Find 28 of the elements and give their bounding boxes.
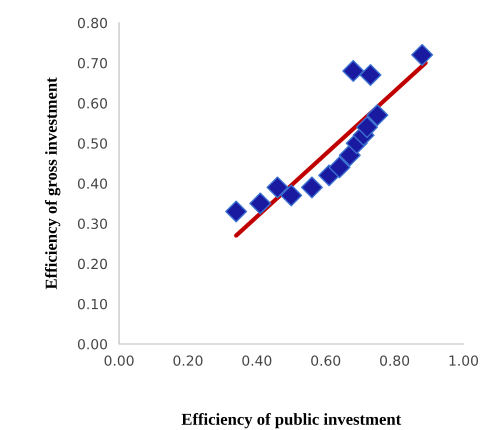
point xyxy=(300,176,323,198)
y-tick-label: 0.30 xyxy=(78,218,108,230)
point xyxy=(356,116,378,138)
y-tick-label: 0.50 xyxy=(78,138,108,149)
point xyxy=(342,60,364,82)
x-tick-label: 1.00 xyxy=(450,355,478,366)
point xyxy=(359,64,382,86)
y-tick-label: 0.10 xyxy=(78,298,108,310)
point xyxy=(225,200,248,222)
x-tick-label: 0.20 xyxy=(173,355,202,366)
y-tick-label: 0.60 xyxy=(78,98,108,109)
y-tick-label: 0.70 xyxy=(78,58,108,68)
y-tick-label: 0.40 xyxy=(78,178,108,189)
x-axis-title: Efficiency of public investment xyxy=(182,412,402,428)
point xyxy=(280,184,302,206)
y-tick-label: 0.20 xyxy=(78,258,108,270)
x-tick-label: 0.60 xyxy=(311,355,340,366)
x-tick-label: 0.80 xyxy=(380,355,410,366)
point xyxy=(249,192,272,214)
y-axis-title: Efficiency of gross investment xyxy=(44,77,60,290)
x-tick-label: 0.40 xyxy=(242,355,272,366)
point xyxy=(266,176,288,198)
point xyxy=(328,156,350,178)
x-tick-label: 0.00 xyxy=(104,355,134,366)
point xyxy=(411,44,434,66)
point xyxy=(366,104,388,126)
y-tick-label: 0.00 xyxy=(78,338,108,350)
y-tick-label: 0.80 xyxy=(78,18,108,28)
